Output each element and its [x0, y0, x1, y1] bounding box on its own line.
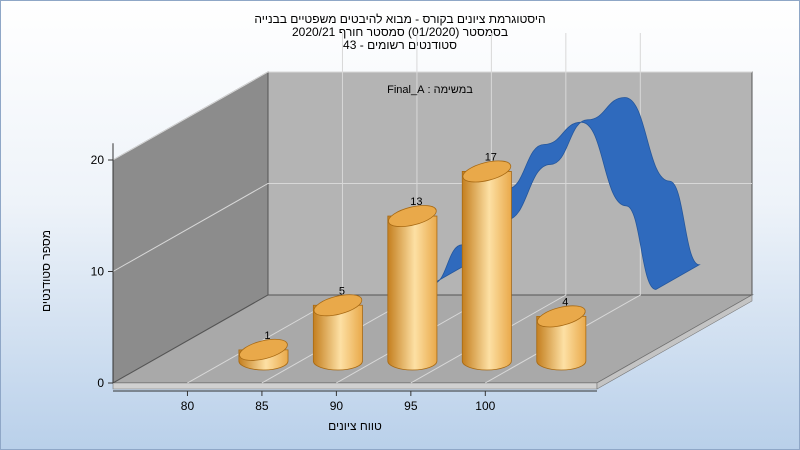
- bar-value-label: 5: [339, 285, 345, 297]
- bar-value-label: 4: [562, 296, 568, 308]
- bar: 13: [387, 196, 438, 371]
- chart-title-line-2: בסמסטר (01/2020) סמסטר חורף 2020/21: [291, 25, 509, 39]
- floor-front-edge: [112, 382, 598, 390]
- y-axis-label: מספר סטודנטים: [39, 230, 53, 312]
- bar-body: [461, 171, 512, 371]
- bar-body: [536, 316, 587, 371]
- bar: 5: [312, 285, 363, 371]
- bar-body: [387, 215, 438, 371]
- floor-right-edge: [596, 294, 753, 390]
- y-tick-label: 0: [97, 376, 104, 390]
- chart-title-line-3: סטודנטים רשומים - 43: [343, 38, 457, 52]
- x-tick-label: 90: [330, 399, 344, 413]
- x-axis-label: טווח ציונים: [328, 419, 382, 433]
- y-tick-label: 20: [91, 153, 105, 167]
- bar-top: [388, 205, 437, 228]
- bar-top: [313, 294, 363, 317]
- bar: 4: [536, 296, 587, 371]
- x-tick-label: 80: [181, 399, 195, 413]
- y-gridline: [112, 183, 752, 272]
- bar-value-label: 13: [410, 196, 422, 208]
- y-gridline: [112, 71, 752, 161]
- bar: 1: [238, 330, 289, 371]
- bar-top: [536, 305, 586, 328]
- y-tick-label: 10: [91, 265, 105, 279]
- x-tick-label: 100: [475, 399, 495, 413]
- bar: 17: [461, 151, 512, 371]
- x-tick-label: 95: [404, 399, 418, 413]
- bar-top: [462, 160, 512, 183]
- bar-top: [239, 338, 288, 361]
- chart-annotation: במשימה : Final_A: [387, 84, 473, 96]
- chart-title-line-1: היסטוגרמת ציונים בקורס - מבוא להיבטים מש…: [254, 12, 546, 26]
- bar-value-label: 17: [485, 151, 497, 163]
- bar-body: [312, 304, 363, 371]
- bar-value-label: 1: [264, 330, 270, 342]
- x-tick-label: 85: [255, 399, 269, 413]
